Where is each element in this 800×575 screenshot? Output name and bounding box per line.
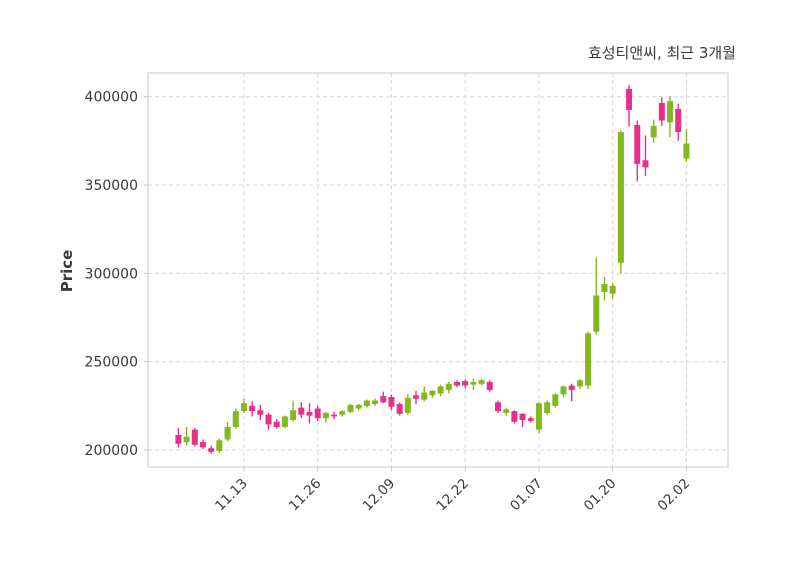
candle-body-down	[396, 404, 403, 414]
x-tick-label: 01.07	[507, 476, 546, 515]
candle-body-down	[642, 160, 649, 168]
candle-body-down	[191, 429, 198, 445]
y-tick-label: 200000	[85, 443, 138, 459]
candle-body-up	[404, 397, 411, 413]
candle-body-down	[208, 448, 215, 452]
candle-body-down	[494, 402, 501, 412]
candle-body-down	[388, 397, 395, 407]
candle-body-down	[462, 381, 469, 386]
y-tick-label: 350000	[85, 178, 138, 194]
x-tick-label: 11.26	[286, 476, 325, 515]
candle-body-down	[199, 442, 206, 448]
candle-body-down	[634, 124, 641, 164]
candle-body-down	[298, 407, 305, 415]
candle-body-down	[675, 109, 682, 133]
candle-body-down	[265, 414, 272, 425]
candle-body-down	[249, 405, 256, 412]
candle-body-up	[535, 403, 542, 430]
candle-body-up	[445, 383, 452, 390]
axes-spines	[147, 72, 729, 468]
candle-body-up	[240, 403, 247, 412]
candle-body-up	[281, 416, 288, 428]
candle-body-up	[224, 427, 231, 440]
y-tick-label: 250000	[85, 355, 138, 371]
x-tick-label: 12.22	[433, 476, 472, 515]
candle-body-up	[683, 143, 690, 159]
candle-body-up	[667, 101, 674, 123]
y-axis-label: Price	[58, 249, 76, 293]
y-tick-label: 300000	[85, 266, 138, 282]
candle-body-up	[601, 283, 608, 292]
candle-body-down	[519, 413, 526, 420]
candle-body-up	[560, 386, 567, 395]
candle-body-up	[609, 285, 616, 294]
candle-body-up	[576, 380, 583, 387]
candle-body-down	[527, 418, 534, 421]
candle-body-up	[478, 380, 485, 384]
candle-body-down	[331, 414, 338, 417]
candle-body-up	[650, 125, 657, 138]
candle-body-up	[437, 386, 444, 394]
candle-body-up	[322, 412, 329, 419]
candle-body-up	[552, 394, 559, 406]
candle-body-down	[314, 408, 321, 419]
candle-body-down	[273, 421, 280, 428]
candle-body-down	[626, 88, 633, 110]
candle-body-up	[617, 132, 624, 263]
candle-body-down	[486, 382, 493, 390]
candle-body-down	[257, 410, 264, 415]
candle-body-up	[585, 333, 592, 386]
candle-body-down	[511, 411, 518, 422]
candle-body-up	[183, 436, 190, 443]
y-tick-label: 400000	[85, 90, 138, 106]
x-tick-label: 02.02	[655, 476, 694, 515]
candle-body-up	[216, 440, 223, 451]
x-tick-label: 12.09	[360, 476, 399, 515]
candle-body-up	[429, 390, 436, 396]
candle-body-down	[175, 435, 182, 444]
x-tick-label: 11.13	[212, 476, 251, 515]
candle-body-up	[593, 295, 600, 332]
candle-body-up	[503, 409, 510, 413]
candle-body-up	[372, 400, 379, 405]
candle-body-up	[290, 410, 297, 420]
candle-body-down	[658, 102, 665, 121]
candle-body-up	[421, 392, 428, 400]
x-tick-label: 01.20	[581, 476, 620, 515]
candle-body-up	[470, 382, 477, 385]
candle-body-up	[232, 411, 239, 428]
candle-body-down	[306, 412, 313, 416]
candle-body-up	[347, 404, 354, 413]
candle-body-up	[339, 411, 346, 415]
chart-title: 효성티앤씨, 최근 3개월	[587, 44, 736, 62]
candle-body-up	[544, 402, 551, 413]
candle-body-down	[413, 395, 420, 399]
candle-body-down	[380, 396, 387, 403]
candle-body-up	[355, 404, 362, 409]
candle-body-up	[363, 400, 370, 406]
candle-body-down	[568, 385, 575, 390]
candle-body-down	[453, 382, 460, 386]
